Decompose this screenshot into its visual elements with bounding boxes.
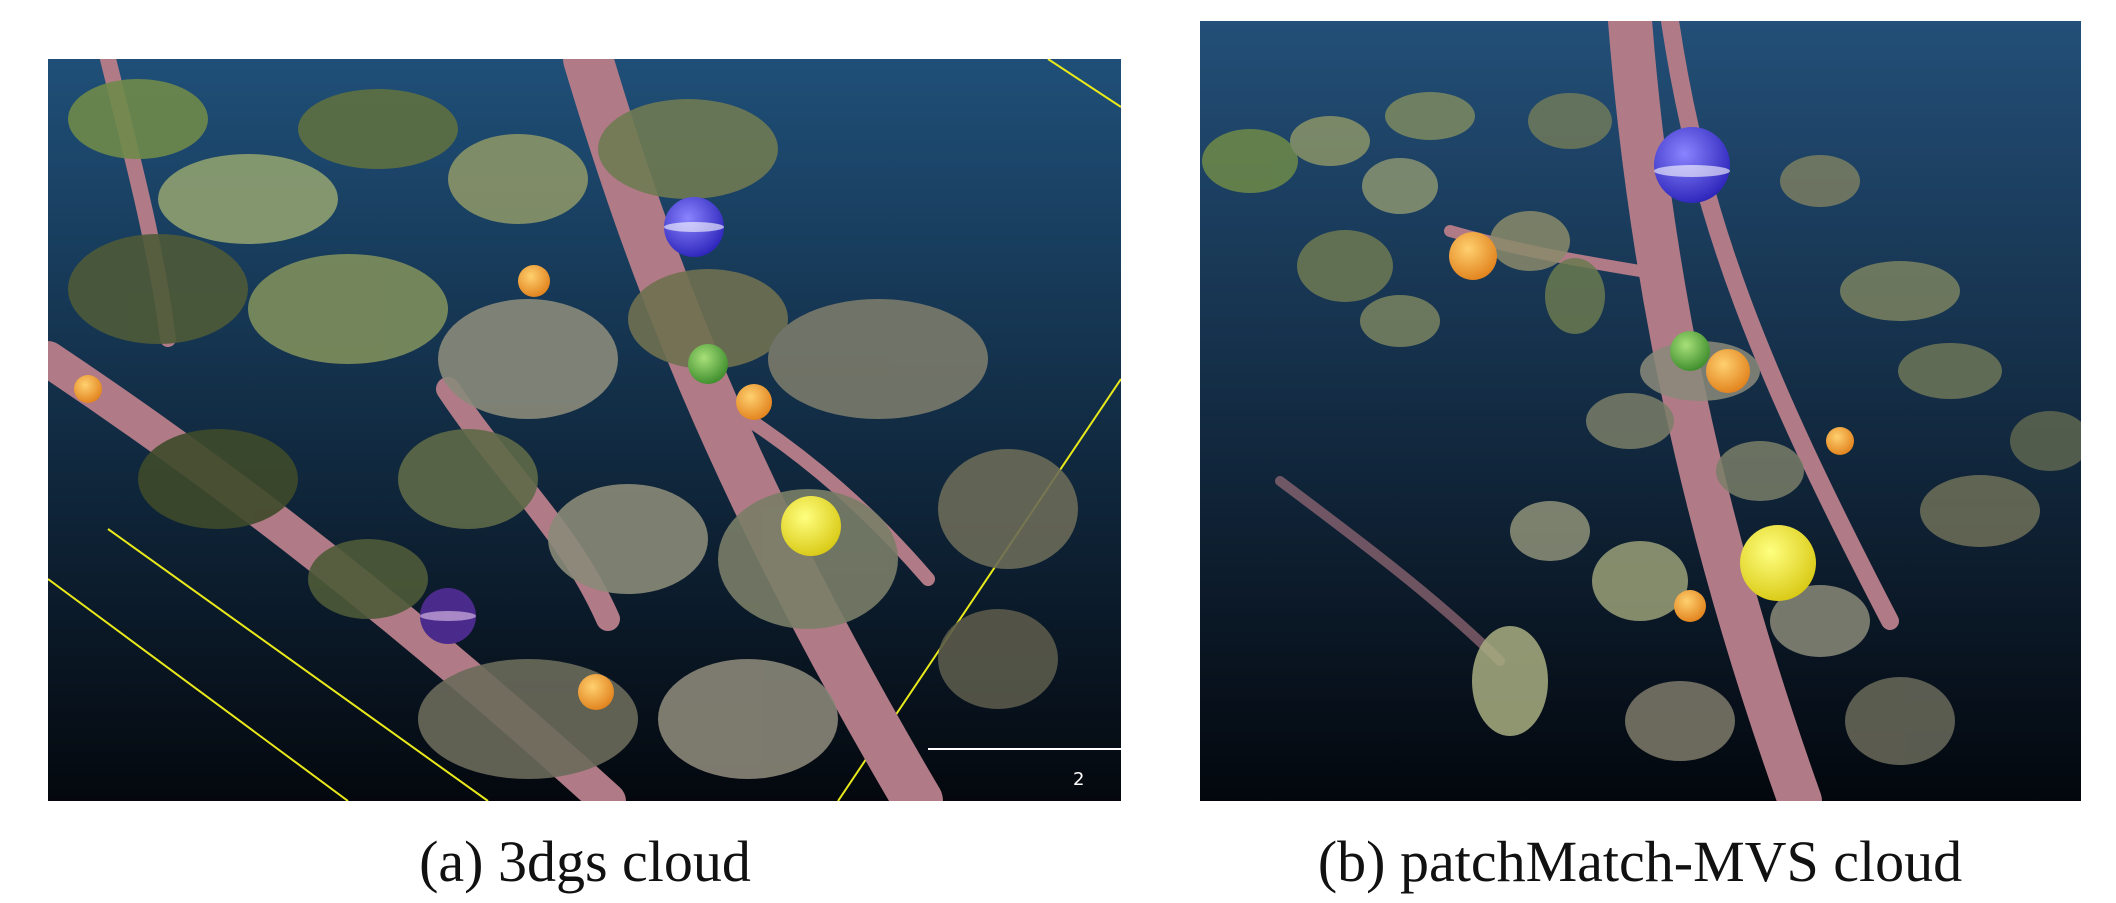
scale-bar: 2 xyxy=(928,748,1121,790)
caption-panel-b: (b) patchMatch-MVS cloud xyxy=(1317,829,1963,894)
point-cloud-panel-3dgs: 2 xyxy=(48,59,1121,801)
foliage xyxy=(1202,92,2081,765)
point-cloud-panel-patchmatch xyxy=(1200,21,2081,801)
marker-spheres xyxy=(1449,127,1854,622)
point-cloud-patchmatch-render xyxy=(1200,21,2081,801)
point-cloud-3dgs-render: 2 xyxy=(48,59,1121,801)
marker-spheres xyxy=(74,197,841,710)
caption-panel-a: (a) 3dgs cloud xyxy=(419,829,751,894)
scale-bar-label: 2 xyxy=(1073,769,1084,790)
foliage xyxy=(68,79,1078,779)
